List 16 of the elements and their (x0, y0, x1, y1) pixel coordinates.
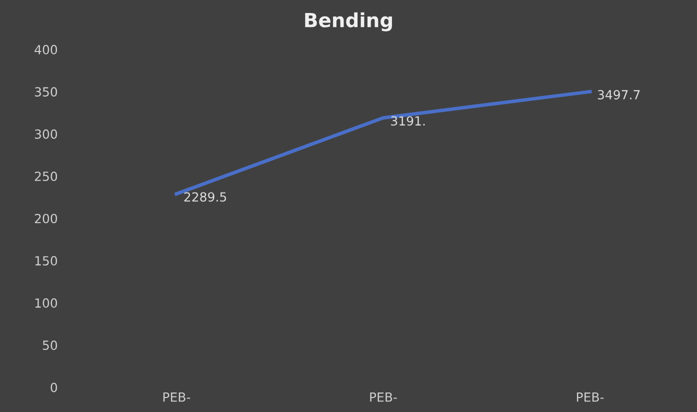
x-tick-label: PEB- (370, 392, 397, 402)
y-tick-label: 250 (34, 172, 58, 182)
annotation: 3497.7 (598, 90, 640, 100)
y-tick-label: 350 (34, 87, 58, 97)
y-tick-label: 400 (34, 44, 58, 54)
y-tick-label: 50 (42, 340, 58, 350)
annotation: 2289.5 (184, 192, 226, 202)
x-tick-label: PEB- (576, 392, 604, 402)
y-tick-label: 300 (34, 129, 58, 139)
y-tick-label: 0 (50, 382, 58, 392)
annotation: 3191. (391, 116, 425, 126)
y-tick-label: 100 (35, 298, 58, 308)
y-tick-label: 150 (35, 256, 58, 266)
chart-title: Bending (305, 12, 392, 32)
y-tick-label: 200 (34, 214, 58, 224)
x-tick-label: PEB- (163, 392, 190, 402)
